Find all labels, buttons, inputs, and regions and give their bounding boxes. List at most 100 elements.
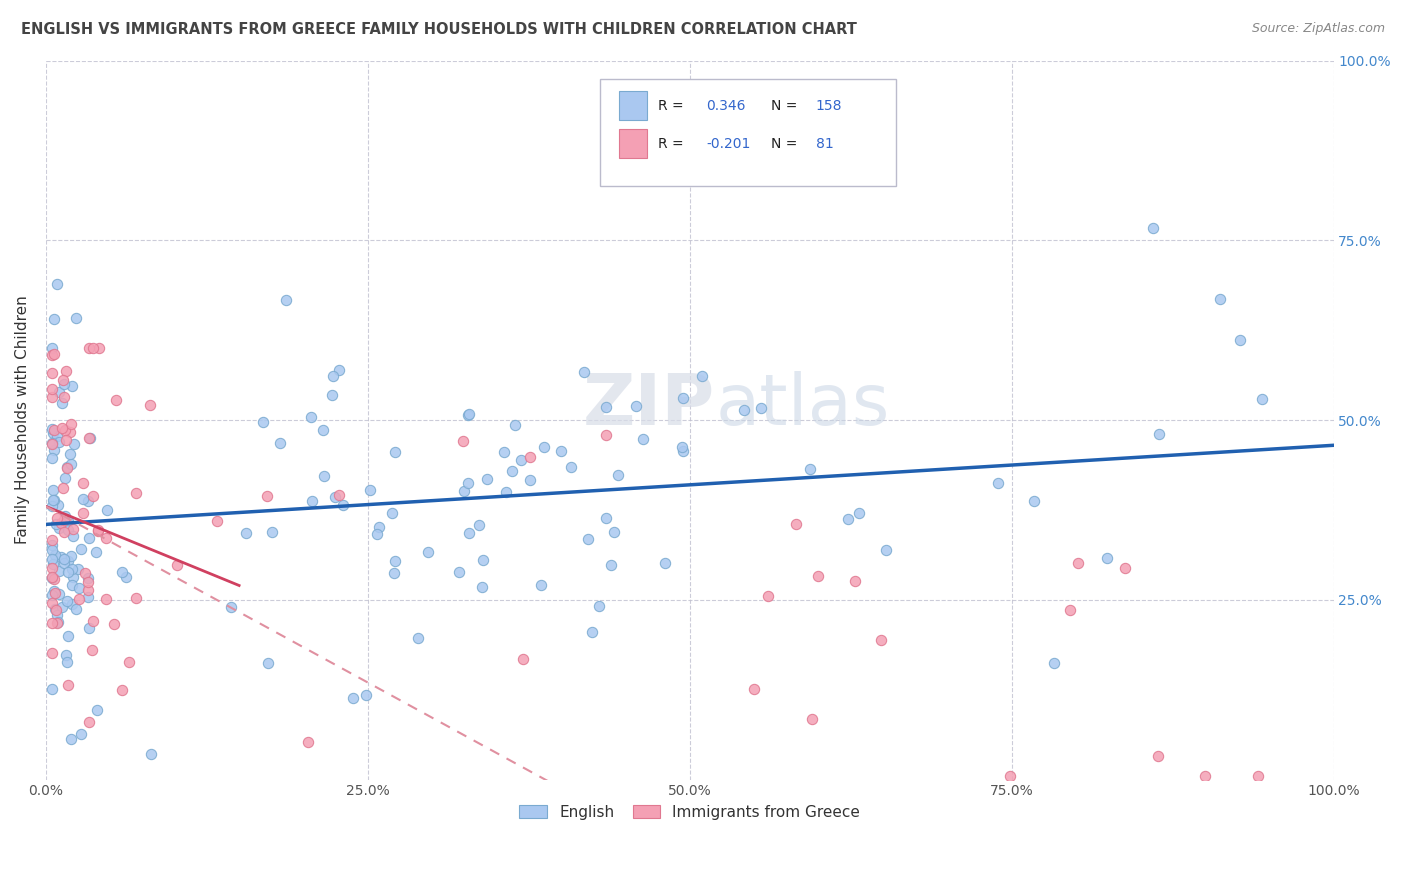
- Point: [70, 542, 93, 557]
- Point: [166, 558, 188, 572]
- Point: [118, 656, 141, 670]
- Point: [671, 440, 693, 454]
- Point: [96, 531, 118, 545]
- Point: [77, 582, 100, 597]
- Point: [105, 393, 128, 408]
- Point: [48, 564, 70, 578]
- Point: [987, 476, 1010, 491]
- Point: [60, 417, 83, 431]
- Point: [42, 583, 65, 598]
- Point: [299, 410, 322, 425]
- Point: [756, 590, 779, 604]
- Point: [785, 517, 807, 532]
- FancyBboxPatch shape: [599, 78, 896, 186]
- Point: [62, 522, 84, 536]
- Point: [55, 509, 77, 524]
- Point: [381, 507, 404, 521]
- Point: [453, 483, 475, 498]
- Point: [235, 525, 257, 540]
- Text: 0.346: 0.346: [706, 99, 747, 113]
- Point: [274, 293, 297, 307]
- Point: [41, 436, 63, 450]
- Point: [672, 443, 695, 458]
- Point: [45, 516, 67, 531]
- Point: [41, 436, 63, 450]
- Point: [505, 417, 527, 432]
- Point: [70, 727, 93, 741]
- Point: [600, 558, 623, 573]
- Point: [89, 341, 111, 355]
- Point: [297, 734, 319, 748]
- Point: [359, 483, 381, 497]
- Point: [574, 365, 596, 379]
- Legend: English, Immigrants from Greece: English, Immigrants from Greece: [513, 798, 866, 826]
- Point: [48, 615, 70, 629]
- Point: [328, 488, 350, 502]
- Point: [41, 483, 63, 498]
- Point: [62, 437, 84, 451]
- Point: [742, 681, 765, 696]
- Point: [86, 523, 108, 537]
- Y-axis label: Family Households with Children: Family Households with Children: [15, 296, 30, 544]
- Point: [114, 570, 136, 584]
- Point: [51, 600, 73, 615]
- Point: [477, 471, 499, 485]
- Point: [458, 525, 481, 540]
- Point: [1114, 560, 1136, 574]
- Point: [103, 616, 125, 631]
- Point: [79, 431, 101, 445]
- Point: [1142, 221, 1164, 235]
- Point: [56, 524, 79, 538]
- Point: [41, 570, 63, 584]
- Point: [51, 420, 73, 434]
- Point: [60, 562, 83, 576]
- Point: [124, 591, 146, 605]
- Point: [51, 396, 73, 410]
- Point: [692, 369, 714, 384]
- Point: [595, 510, 617, 524]
- Point: [733, 403, 755, 417]
- Point: [111, 683, 134, 698]
- Point: [96, 502, 118, 516]
- Point: [44, 586, 66, 600]
- Point: [79, 431, 101, 445]
- Point: [870, 632, 893, 647]
- Point: [576, 532, 599, 546]
- Point: [41, 533, 63, 548]
- Point: [1147, 427, 1170, 442]
- Text: N =: N =: [770, 99, 801, 113]
- Point: [56, 594, 79, 608]
- Point: [84, 544, 107, 558]
- Point: [41, 647, 63, 661]
- Point: [472, 553, 495, 567]
- Point: [55, 433, 77, 447]
- Point: [53, 376, 76, 391]
- Point: [799, 462, 821, 476]
- Point: [44, 602, 66, 616]
- Point: [77, 531, 100, 545]
- Point: [60, 379, 83, 393]
- Point: [41, 597, 63, 611]
- Text: Source: ZipAtlas.com: Source: ZipAtlas.com: [1251, 22, 1385, 36]
- Point: [451, 434, 474, 448]
- Point: [55, 648, 77, 662]
- Point: [301, 494, 323, 508]
- Point: [328, 363, 350, 377]
- Point: [42, 425, 65, 440]
- Point: [44, 572, 66, 586]
- Text: ZIP: ZIP: [583, 371, 716, 441]
- Point: [60, 578, 83, 592]
- Point: [60, 597, 83, 611]
- Point: [66, 562, 89, 576]
- Point: [65, 602, 87, 616]
- FancyBboxPatch shape: [619, 91, 647, 120]
- Point: [51, 549, 73, 564]
- Point: [41, 560, 63, 574]
- Point: [458, 408, 481, 422]
- Point: [53, 470, 76, 484]
- Point: [76, 494, 98, 508]
- Point: [1059, 603, 1081, 617]
- Point: [41, 383, 63, 397]
- Point: [41, 341, 63, 355]
- Point: [72, 475, 94, 490]
